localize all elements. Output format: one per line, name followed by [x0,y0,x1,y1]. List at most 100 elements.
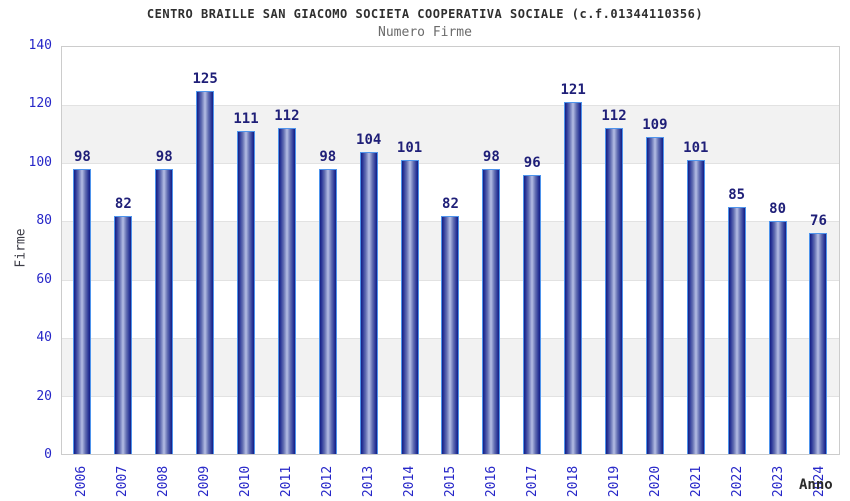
x-tick-label-2010: 2010 [225,461,266,501]
bar-slot-2009: 125 [185,47,226,454]
bar-2022 [727,206,746,454]
bar-slot-2013: 104 [348,47,389,454]
bar-2010 [237,131,255,454]
bar-value-label: 101 [683,140,709,157]
x-tick-label-2014: 2014 [389,461,430,501]
bar-value-label: 98 [155,149,173,166]
bar-value-label: 112 [274,108,300,125]
bar-slot-2020: 109 [634,47,675,454]
bar-slot-2017: 96 [512,47,553,454]
bar-value-label: 98 [74,149,91,166]
y-tick-label: 0 [44,447,52,462]
bar-slot-2010: 111 [226,47,267,454]
bar-2021 [686,160,705,454]
bar-value-label: 101 [396,140,423,157]
bar-value-label: 96 [523,154,541,171]
y-tick-label: 140 [28,38,52,53]
bar-slot-2015: 82 [430,47,471,454]
x-tick-label-2006: 2006 [61,461,102,501]
x-tick-text: 2010 [238,465,253,497]
bar-2013 [359,151,378,454]
bar-2017 [523,174,542,454]
bars-container: 98 82 98 125 111 112 98 104 101 82 98 96 121 112 109 10… [62,47,839,454]
bar-slot-2023: 80 [757,47,798,454]
bar-slot-2016: 98 [471,47,512,454]
x-tick-text: 2022 [730,465,745,497]
bar-value-label: 111 [233,111,259,128]
x-tick-label-2020: 2020 [635,461,676,501]
x-tick-label-2018: 2018 [553,461,594,501]
x-tick-label-2017: 2017 [512,461,553,501]
bar-slot-2014: 101 [389,47,430,454]
x-tick-label-2012: 2012 [307,461,348,501]
plot-area: 98 82 98 125 111 112 98 104 101 82 98 96 121 112 109 10… [61,46,840,455]
bar-value-label: 82 [442,195,459,212]
bar-value-label: 121 [560,82,586,99]
bar-value-label: 109 [642,117,668,134]
bar-slot-2019: 112 [594,47,635,454]
y-tick-label: 100 [28,154,52,170]
bar-2018 [564,102,583,454]
x-tick-text: 2008 [156,465,171,497]
bar-value-label: 80 [769,201,787,218]
x-tick-text: 2012 [320,465,335,497]
x-tick-label-2008: 2008 [143,461,184,501]
x-tick-text: 2019 [607,465,622,497]
bar-2012 [318,169,337,454]
bar-value-label: 98 [482,149,500,166]
bar-value-label: 125 [192,70,218,87]
x-tick-label-2009: 2009 [184,461,225,501]
bar-value-label: 76 [810,213,827,230]
bar-2024 [809,233,828,454]
x-tick-text: 2015 [443,465,458,497]
y-axis-title: Firme [13,228,29,268]
x-tick-text: 2013 [361,465,376,497]
bar-2016 [482,169,501,454]
bar-2020 [645,137,664,454]
x-tick-label-2015: 2015 [430,461,471,501]
x-tick-text: 2011 [279,465,294,497]
y-tick-label: 60 [36,271,52,287]
x-tick-label-2013: 2013 [348,461,389,501]
bar-2006 [73,169,92,454]
bar-value-label: 104 [356,131,382,148]
bar-2019 [605,128,624,454]
x-tick-label-2007: 2007 [102,461,143,501]
x-tick-label-2016: 2016 [471,461,512,501]
x-tick-label-2021: 2021 [676,461,717,501]
bar-slot-2012: 98 [307,47,348,454]
bar-slot-2024: 76 [798,47,839,454]
bar-value-label: 98 [319,149,337,166]
x-tick-label-2019: 2019 [594,461,635,501]
bar-value-label: 112 [601,108,627,125]
bar-value-label: 82 [114,195,132,212]
y-tick-label: 20 [36,388,52,404]
grid-band [62,163,839,221]
bar-slot-2018: 121 [553,47,594,454]
bar-slot-2022: 85 [716,47,757,454]
x-tick-text: 2007 [115,465,130,497]
bar-2015 [441,215,460,454]
x-tick-label-2011: 2011 [266,461,307,501]
bar-slot-2021: 101 [675,47,716,454]
x-tick-text: 2017 [525,465,540,497]
x-tick-text: 2020 [648,465,663,497]
bar-2011 [277,128,296,454]
x-tick-text: 2006 [74,465,89,497]
bar-2014 [400,160,419,454]
chart-subtitle: Numero Firme [378,25,472,40]
grid-band [62,105,839,164]
bar-slot-2007: 82 [103,47,144,454]
y-tick-label: 120 [28,96,52,112]
bar-slot-2006: 98 [62,47,103,454]
y-tick-label: 40 [36,330,52,346]
x-tick-text: 2018 [566,465,581,497]
y-tick-label: 80 [36,213,52,229]
bar-slot-2011: 112 [266,47,307,454]
x-tick-text: 2021 [689,465,704,497]
bar-2023 [768,221,787,454]
x-tick-text: 2023 [771,465,786,497]
bar-slot-2008: 98 [144,47,185,454]
chart-title: CENTRO BRAILLE SAN GIACOMO SOCIETA COOPE… [146,7,704,21]
x-tick-label-2022: 2022 [717,461,758,501]
